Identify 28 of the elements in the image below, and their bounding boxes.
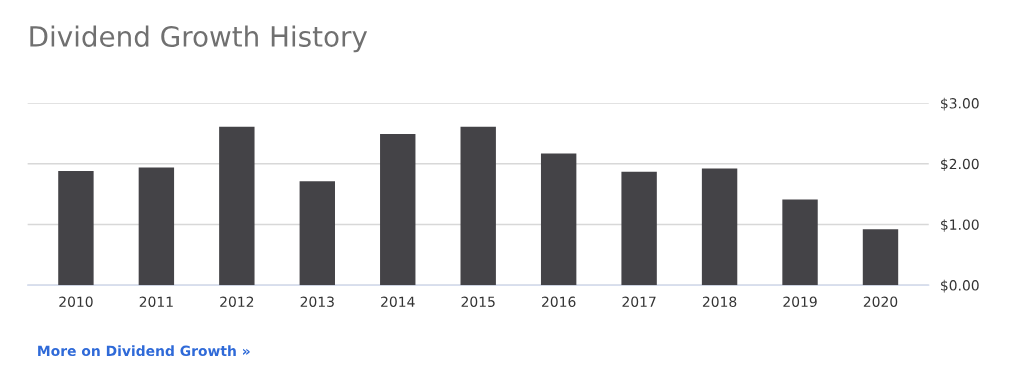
bar: [299, 181, 335, 286]
text: More on Dividend Growth »: [38, 345, 250, 357]
bar: [862, 229, 899, 286]
y-tick-label: $0.00: [941, 279, 979, 293]
bar: [138, 167, 175, 286]
x-tick-label: 2016: [542, 296, 576, 307]
x-tick-label: 2020: [863, 296, 898, 307]
x-tick-label: 2011: [139, 296, 173, 307]
y-tick-label: $2.00: [941, 158, 979, 172]
y-tick-label: $3.00: [941, 97, 979, 111]
x-tick-label: 2019: [783, 296, 817, 307]
x-tick-label: 2017: [622, 296, 656, 307]
bar: [219, 126, 255, 286]
bar: [701, 168, 738, 286]
bar: [540, 153, 577, 286]
y-tick-label: $1.00: [941, 219, 979, 232]
bar: [460, 126, 496, 286]
bar: [380, 134, 416, 286]
x-tick-label: 2013: [300, 296, 334, 307]
bar: [621, 171, 657, 286]
bar: [782, 199, 818, 286]
x-tick-label: 2010: [59, 296, 93, 307]
x-tick-label: 2018: [702, 296, 737, 307]
x-tick-label: 2014: [381, 296, 415, 307]
bar: [58, 171, 94, 286]
x-tick-label: 2015: [461, 296, 495, 307]
chart-title: Dividend Growth History: [30, 25, 368, 53]
x-tick-label: 2012: [220, 296, 254, 307]
